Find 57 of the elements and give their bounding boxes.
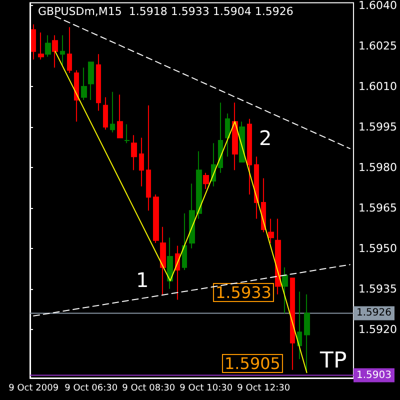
annotation: 1: [136, 268, 149, 292]
candlestick: [96, 54, 101, 112]
candlestick: [225, 112, 230, 158]
candlestick: [247, 118, 252, 195]
candlestick: [304, 294, 310, 374]
ref-line-label: 1.5903: [356, 370, 392, 381]
candlestick: [88, 62, 94, 100]
candlestick: [282, 266, 288, 314]
y-tick-label: 1.6025: [358, 39, 398, 52]
candlestick: [60, 34, 65, 66]
y-tick-label: 1.5950: [358, 242, 398, 255]
x-tick-label: 9 Oct 10:30: [180, 384, 233, 394]
y-tick-label: 1.5935: [358, 282, 398, 296]
annotation: 1.5933: [216, 283, 272, 302]
annotation: 1.5905: [224, 354, 280, 373]
candlestick: [67, 26, 72, 74]
ref-line-label: 1.5926: [356, 308, 392, 319]
candlestick: [160, 226, 166, 295]
candlestick: [74, 70, 79, 122]
candlestick: [290, 278, 295, 370]
chart-title: GBPUSDm,M15 1.5918 1.5933 1.5904 1.5926: [38, 5, 294, 18]
candlestick: [268, 218, 274, 244]
candlestick: [139, 137, 144, 187]
y-tick-label: 1.6010: [358, 80, 398, 93]
candlestick: [146, 104, 151, 212]
y-tick-label: 1.5965: [358, 201, 398, 214]
annotation: 2: [259, 126, 272, 150]
candlestick: [153, 194, 159, 244]
candlestick: [182, 212, 187, 271]
annotation: TP: [319, 348, 347, 374]
candlestick: [38, 32, 44, 60]
x-tick-label: 9 Oct 08:30: [122, 384, 176, 394]
candlestick: [297, 291, 302, 360]
y-tick-label: 1.5980: [358, 160, 398, 174]
candlestick: [275, 218, 281, 295]
candlestick: [31, 24, 36, 60]
candlestick: [117, 94, 123, 138]
candlestick: [81, 67, 87, 100]
candlestick: [103, 96, 108, 130]
line-series: [54, 50, 308, 374]
candlestick: [239, 121, 245, 163]
candlestick: [232, 102, 238, 171]
x-tick-label: 9 Oct 2009: [8, 384, 59, 394]
candlestick: [203, 172, 209, 190]
candlestick: [45, 34, 51, 58]
candlestick: [124, 124, 130, 144]
x-tick-label: 9 Oct 06:30: [64, 384, 118, 394]
candlestick: [218, 102, 223, 174]
y-tick-label: 1.5995: [358, 120, 398, 134]
x-tick-label: 9 Oct 12:30: [237, 384, 290, 394]
candlestick: [52, 34, 58, 68]
candlestick: [254, 156, 259, 220]
y-tick-label: 1.5920: [358, 322, 398, 336]
y-tick-label: 1.6040: [358, 0, 398, 12]
candlestick: [131, 134, 137, 171]
candlestick: [110, 91, 115, 133]
candlestick: [167, 237, 173, 290]
